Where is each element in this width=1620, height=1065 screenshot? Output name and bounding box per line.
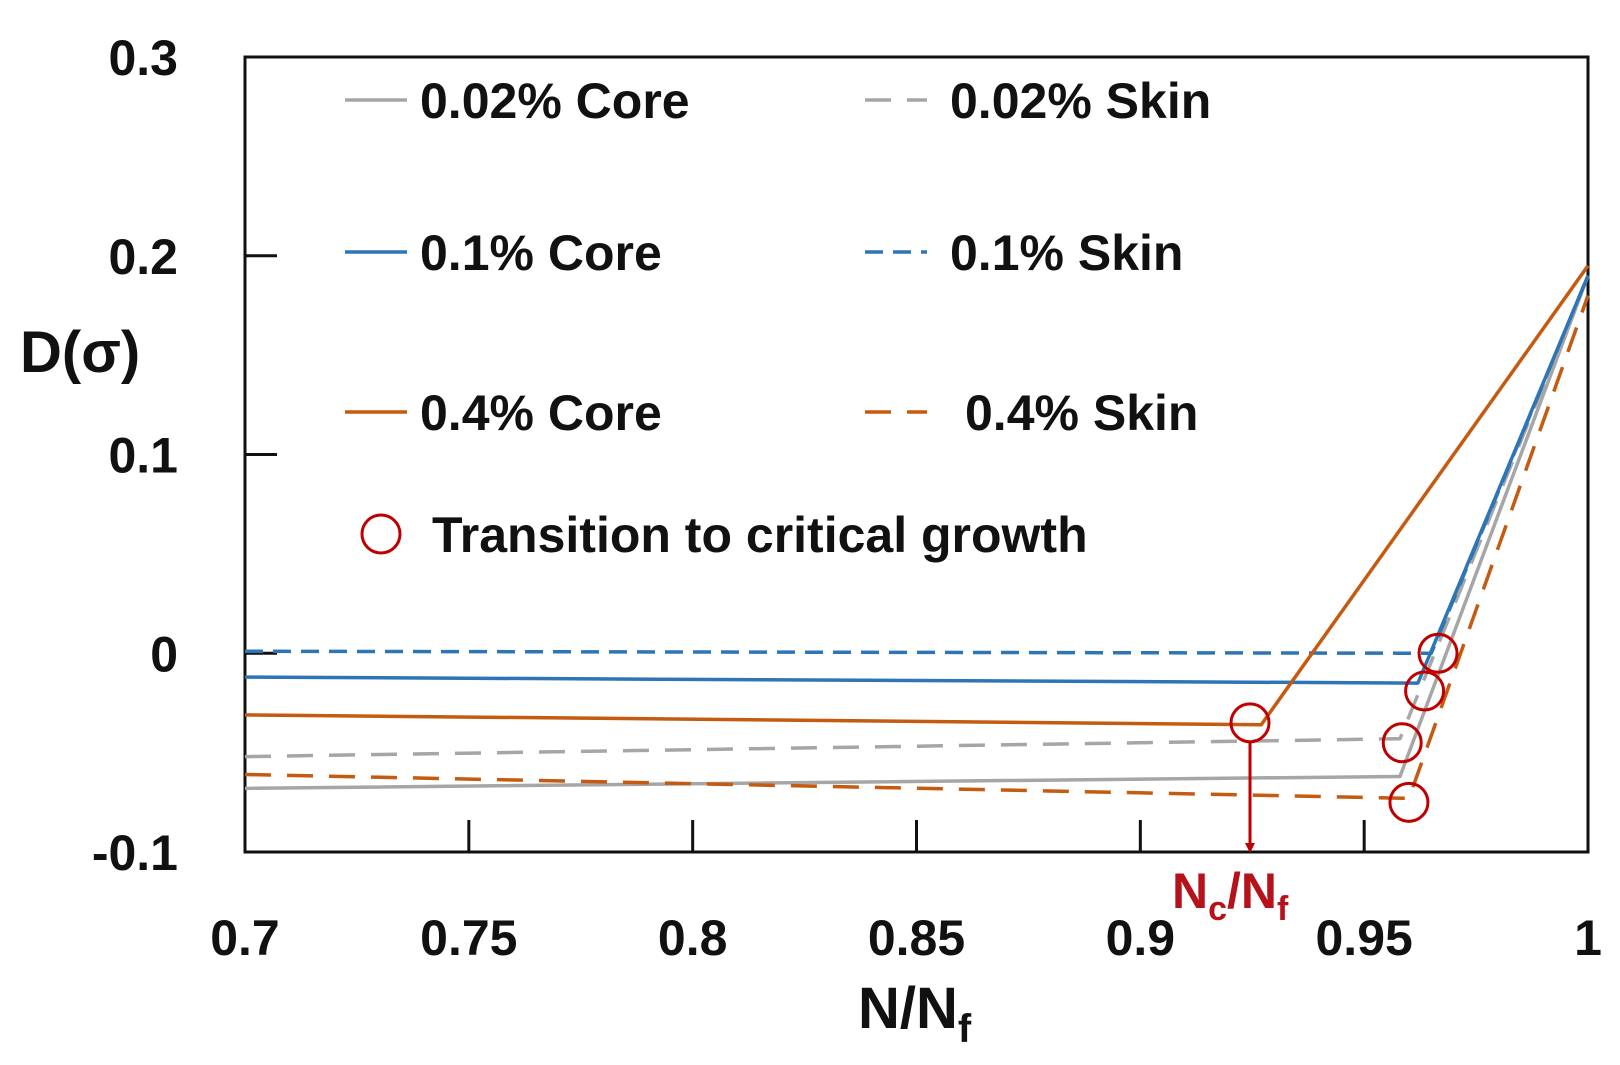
legend: 0.02% Core 0.02% Skin 0.1% Core 0.1% Skin 0.… (345, 73, 1211, 563)
transition-marker-4 (1388, 781, 1430, 823)
transition-marker-3 (1381, 722, 1423, 764)
legend-label-2: 0.1% Core (420, 225, 662, 281)
transition-marker-2 (1404, 670, 1446, 712)
y-axis-title: D(σ) (20, 320, 140, 385)
legend-label-3: 0.1% Skin (950, 225, 1183, 281)
x-tick-label: 0.75 (420, 910, 517, 966)
x-tick-label: 0.7 (210, 910, 280, 966)
legend-label-transition: Transition to critical growth (432, 507, 1088, 563)
transition-marker-0 (1229, 702, 1271, 744)
series-line-5 (244, 294, 1590, 801)
x-tick-label: 0.9 (1106, 910, 1176, 966)
series-line-3 (244, 274, 1590, 655)
x-axis-title-sub: f (958, 1007, 972, 1051)
axis-ticks: 0.7 0.75 0.8 0.85 0.9 0.95 1 -0.1 0 0.1 0.2 0.3 (92, 30, 1602, 966)
y-tick-label: -0.1 (92, 825, 178, 881)
legend-label-0: 0.02% Core (420, 73, 690, 129)
annotation: Nc/Nf (1172, 742, 1289, 928)
x-tick-label: 0.85 (868, 910, 965, 966)
legend-label-5: 0.4% Skin (965, 385, 1198, 441)
annotation-label: Nc/Nf (1172, 863, 1289, 928)
series-line-4 (244, 264, 1590, 727)
legend-label-4: 0.4% Core (420, 385, 662, 441)
annotation-slash-n: /N (1227, 863, 1277, 919)
annotation-n: N (1172, 863, 1208, 919)
x-tick-label: 1 (1574, 910, 1602, 966)
y-tick-label: 0.3 (108, 30, 178, 86)
series-line-0 (244, 275, 1590, 791)
x-axis-title: N/Nf (858, 976, 972, 1051)
transition-marker-1 (1417, 632, 1459, 674)
y-tick-label: 0.2 (108, 229, 178, 285)
series-layer (244, 264, 1590, 801)
transition-markers (1229, 632, 1459, 823)
series-line-2 (244, 274, 1590, 685)
annotation-sub-c: c (1208, 890, 1227, 928)
y-tick-label: 0.1 (108, 428, 178, 484)
legend-label-1: 0.02% Skin (950, 73, 1211, 129)
y-tick-label: 0 (150, 626, 178, 682)
legend-marker-transition (360, 513, 402, 555)
annotation-sub-f: f (1277, 890, 1289, 928)
x-tick-label: 0.8 (658, 910, 728, 966)
x-tick-label: 0.95 (1316, 910, 1413, 966)
x-axis-title-main: N/N (858, 976, 958, 1041)
